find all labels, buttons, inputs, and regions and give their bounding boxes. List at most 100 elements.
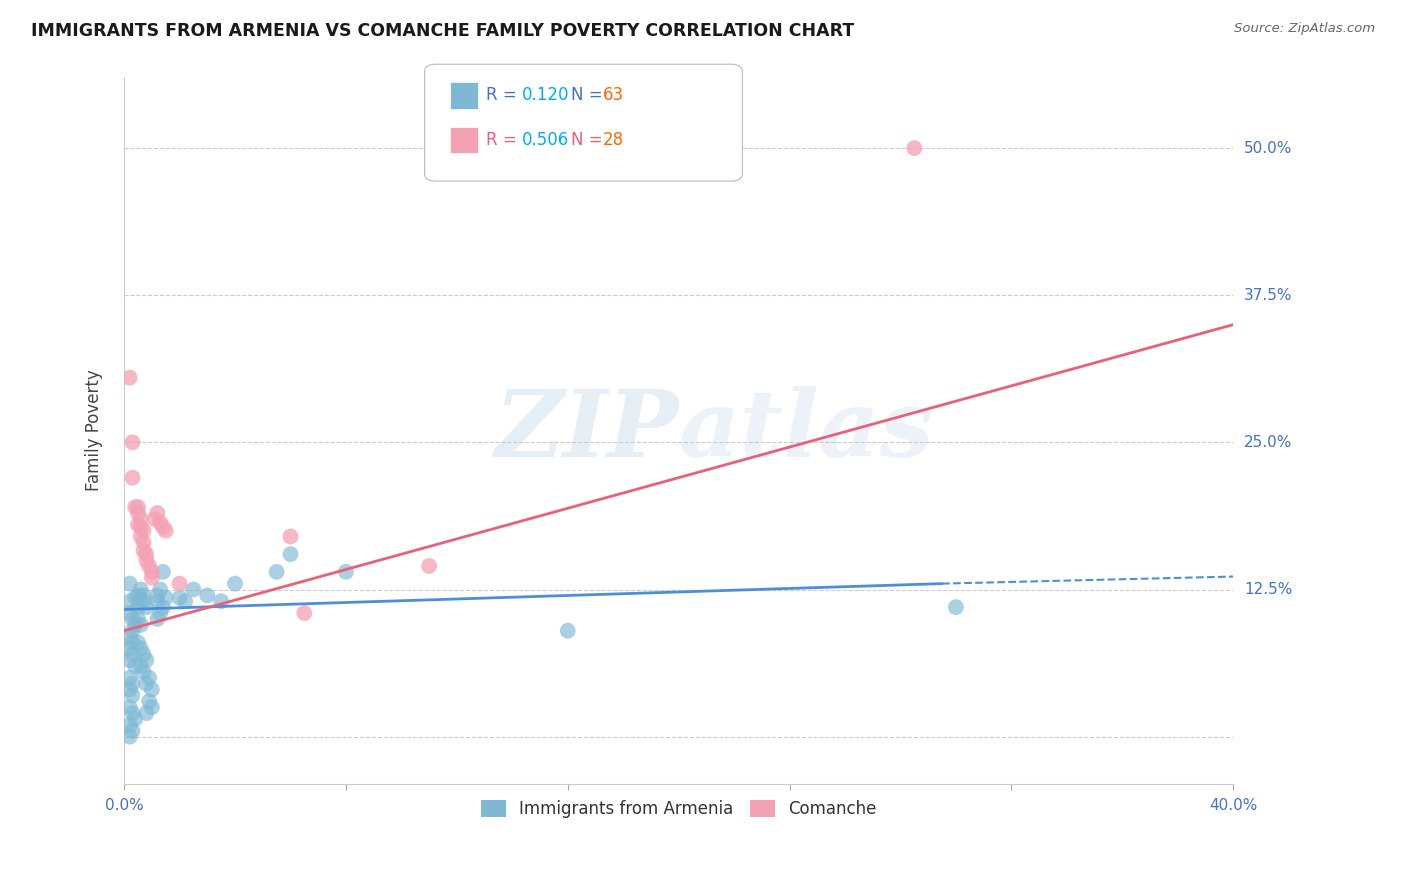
Text: N =: N = bbox=[571, 87, 607, 104]
Point bbox=[127, 517, 149, 532]
Point bbox=[141, 682, 163, 697]
Point bbox=[129, 659, 152, 673]
Point bbox=[124, 617, 146, 632]
Point bbox=[292, 606, 315, 620]
Text: 50.0%: 50.0% bbox=[1244, 141, 1292, 155]
Point bbox=[149, 516, 172, 530]
Point bbox=[132, 647, 155, 661]
Point bbox=[280, 529, 302, 543]
Point bbox=[129, 641, 152, 656]
Point bbox=[121, 723, 143, 738]
Point bbox=[135, 676, 157, 690]
Point bbox=[127, 588, 149, 602]
Point bbox=[135, 706, 157, 720]
Point bbox=[174, 594, 197, 608]
Point bbox=[118, 718, 141, 732]
Text: 12.5%: 12.5% bbox=[1244, 582, 1292, 597]
Point bbox=[129, 520, 152, 534]
Point bbox=[118, 700, 141, 714]
Text: 25.0%: 25.0% bbox=[1244, 435, 1292, 450]
Text: R =: R = bbox=[486, 131, 523, 149]
Point bbox=[118, 671, 141, 685]
Text: ZIP: ZIP bbox=[495, 385, 679, 475]
Point bbox=[903, 141, 925, 155]
Point bbox=[149, 606, 172, 620]
Point bbox=[121, 435, 143, 450]
Point bbox=[127, 500, 149, 515]
Point bbox=[121, 706, 143, 720]
Point bbox=[118, 576, 141, 591]
Point bbox=[132, 524, 155, 538]
Point bbox=[169, 576, 191, 591]
Point bbox=[183, 582, 205, 597]
Text: 37.5%: 37.5% bbox=[1244, 288, 1292, 302]
Point bbox=[132, 535, 155, 549]
Point bbox=[132, 588, 155, 602]
Point bbox=[121, 689, 143, 703]
Point bbox=[266, 565, 288, 579]
Point bbox=[127, 506, 149, 520]
Point bbox=[121, 676, 143, 690]
Text: 0.506: 0.506 bbox=[522, 131, 569, 149]
Point bbox=[152, 520, 174, 534]
Point bbox=[146, 594, 169, 608]
Point bbox=[129, 582, 152, 597]
Point bbox=[127, 612, 149, 626]
Point bbox=[121, 612, 143, 626]
Point bbox=[135, 547, 157, 561]
Point bbox=[118, 594, 141, 608]
Text: Source: ZipAtlas.com: Source: ZipAtlas.com bbox=[1234, 22, 1375, 36]
Point bbox=[141, 571, 163, 585]
Point bbox=[124, 659, 146, 673]
Text: atlas: atlas bbox=[679, 385, 934, 475]
Point bbox=[135, 600, 157, 615]
Text: 0.120: 0.120 bbox=[522, 87, 569, 104]
Text: IMMIGRANTS FROM ARMENIA VS COMANCHE FAMILY POVERTY CORRELATION CHART: IMMIGRANTS FROM ARMENIA VS COMANCHE FAMI… bbox=[31, 22, 855, 40]
Point bbox=[118, 370, 141, 384]
Point bbox=[141, 565, 163, 579]
Point bbox=[132, 665, 155, 679]
Point bbox=[118, 653, 141, 667]
Point bbox=[129, 594, 152, 608]
Point bbox=[169, 591, 191, 605]
Point bbox=[129, 529, 152, 543]
Point bbox=[124, 500, 146, 515]
Point bbox=[418, 558, 440, 573]
Point bbox=[127, 600, 149, 615]
Point bbox=[143, 512, 166, 526]
Point bbox=[124, 712, 146, 726]
Point bbox=[132, 543, 155, 558]
Text: 0.0%: 0.0% bbox=[105, 797, 143, 813]
Point bbox=[118, 682, 141, 697]
Point bbox=[195, 588, 218, 602]
Point bbox=[127, 635, 149, 649]
Point bbox=[118, 606, 141, 620]
Text: 28: 28 bbox=[603, 131, 624, 149]
Point bbox=[141, 700, 163, 714]
Point bbox=[124, 591, 146, 605]
Text: R =: R = bbox=[486, 87, 523, 104]
Point bbox=[132, 594, 155, 608]
Point bbox=[146, 588, 169, 602]
Text: 63: 63 bbox=[603, 87, 624, 104]
Point bbox=[138, 671, 160, 685]
Point bbox=[138, 694, 160, 708]
Point bbox=[280, 547, 302, 561]
Point bbox=[138, 558, 160, 573]
Point bbox=[557, 624, 579, 638]
Point bbox=[155, 524, 177, 538]
Point bbox=[155, 591, 177, 605]
Point bbox=[121, 471, 143, 485]
Point bbox=[149, 582, 172, 597]
Point bbox=[224, 576, 246, 591]
Point bbox=[146, 506, 169, 520]
Point bbox=[121, 624, 143, 638]
Legend: Immigrants from Armenia, Comanche: Immigrants from Armenia, Comanche bbox=[474, 793, 883, 825]
Point bbox=[335, 565, 357, 579]
Text: N =: N = bbox=[571, 131, 607, 149]
Point bbox=[146, 612, 169, 626]
Point bbox=[121, 635, 143, 649]
Point bbox=[118, 641, 141, 656]
Y-axis label: Family Poverty: Family Poverty bbox=[86, 369, 103, 491]
Point bbox=[118, 630, 141, 644]
